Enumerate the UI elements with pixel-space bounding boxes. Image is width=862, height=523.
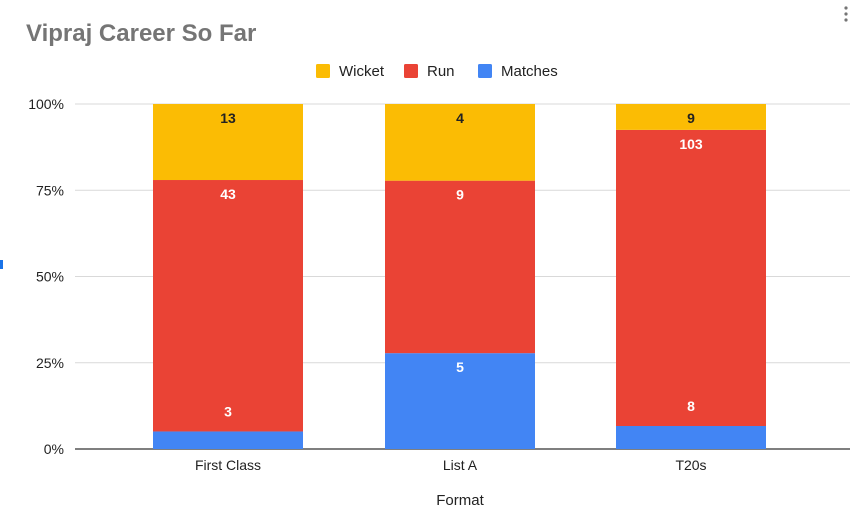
legend-label-matches: Matches — [501, 63, 558, 80]
bar-segment-first-class-matches[interactable] — [153, 431, 303, 449]
y-tick-label: 100% — [28, 96, 64, 112]
data-label-first-class-matches: 3 — [224, 403, 232, 419]
y-axis-ticks: 0% 25% 50% 75% 100% — [28, 96, 64, 457]
bars — [153, 104, 766, 449]
y-tick-label: 75% — [36, 182, 64, 198]
bar-segment-first-class-wicket[interactable] — [153, 104, 303, 181]
x-axis-title: Format — [436, 492, 484, 509]
legend-item-wicket[interactable]: Wicket — [316, 63, 385, 80]
data-label-list-a-wicket: 4 — [456, 110, 464, 126]
bar-segment-list-a-run[interactable] — [385, 180, 535, 354]
legend-swatch-run — [404, 64, 418, 78]
legend-item-run[interactable]: Run — [404, 63, 455, 80]
vertical-dots-menu-icon — [844, 6, 848, 22]
y-tick-label: 0% — [44, 441, 64, 457]
x-tick-label-first-class: First Class — [195, 457, 261, 473]
data-label-list-a-matches: 5 — [456, 359, 464, 375]
y-tick-label: 25% — [36, 355, 64, 371]
chart-title: Vipraj Career So Far — [26, 20, 256, 47]
bar-segment-list-a-wicket[interactable] — [385, 104, 535, 181]
data-label-t20s-wicket: 9 — [687, 110, 695, 126]
bar-segment-t20s-matches[interactable] — [616, 426, 766, 449]
legend-swatch-matches — [478, 64, 492, 78]
data-label-t20s-run: 103 — [679, 136, 703, 152]
x-tick-label-list-a: List A — [443, 457, 478, 473]
data-label-first-class-run: 43 — [220, 186, 236, 202]
legend-item-matches[interactable]: Matches — [478, 63, 558, 80]
legend-swatch-wicket — [316, 64, 330, 78]
legend: Wicket Run Matches — [316, 63, 558, 80]
bar-segment-t20s-run[interactable] — [616, 129, 766, 426]
legend-label-wicket: Wicket — [339, 63, 385, 80]
data-label-t20s-matches: 8 — [687, 398, 695, 414]
data-labels: 3 43 13 5 9 4 8 103 9 — [220, 110, 703, 419]
chart-menu-button[interactable] — [844, 6, 848, 22]
x-axis-ticks: First Class List A T20s — [195, 457, 707, 473]
bar-segment-t20s-wicket[interactable] — [616, 104, 766, 130]
x-tick-label-t20s: T20s — [675, 457, 706, 473]
y-tick-label: 50% — [36, 269, 64, 285]
bar-segment-first-class-run[interactable] — [153, 180, 303, 432]
data-label-first-class-wicket: 13 — [220, 110, 236, 126]
legend-label-run: Run — [427, 63, 455, 80]
bar-segment-list-a-matches[interactable] — [385, 353, 535, 449]
data-label-list-a-run: 9 — [456, 187, 464, 203]
side-handle-mark[interactable] — [0, 260, 3, 269]
